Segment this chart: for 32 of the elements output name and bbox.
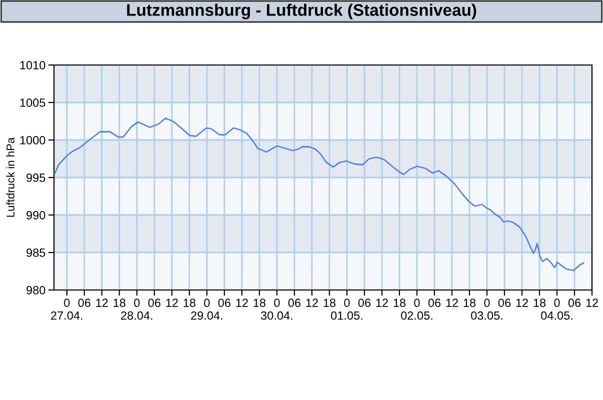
y-tick-label: 980 [26,286,46,294]
y-tick-label: 1000 [20,136,46,144]
x-tick-label: 12 [166,298,178,307]
x-tick-label: 18 [254,298,266,308]
x-tick-label: 12 [376,298,388,307]
y-tick-label: 985 [26,248,46,257]
x-tick-label: 18 [184,298,196,308]
x-tick-label: 18 [534,298,546,308]
y-axis-title: Luftdruck in hPa [6,137,14,217]
x-tick-label: 12 [306,298,318,307]
x-tick-label: 06 [568,298,581,308]
x-tick-label: 06 [218,298,230,308]
y-tick-label: 1010 [20,61,46,70]
x-tick-label: 06 [498,298,511,308]
x-tick-label: 06 [428,298,440,308]
y-tick-label: 1005 [20,98,46,107]
x-tick-label: 06 [358,298,370,308]
x-tick-label: 12 [516,298,528,307]
x-tick-label: 06 [78,298,90,308]
x-tick-label: 12 [96,298,108,307]
y-tick-label: 995 [26,174,46,182]
x-tick-label: 18 [324,298,336,308]
x-tick-label: 18 [394,298,406,308]
x-tick-label: 12 [446,298,458,307]
x-tick-label: 12 [586,298,598,307]
x-tick-label: 12 [236,298,248,307]
y-tick-label: 990 [26,211,46,220]
x-tick-label: 06 [288,298,300,308]
x-tick-label: 18 [464,298,476,308]
x-tick-label: 06 [148,298,160,308]
chart-title: Lutzmannsburg - Luftdruck (Stationsniveau) [127,4,476,20]
x-tick-label: 18 [114,298,126,308]
